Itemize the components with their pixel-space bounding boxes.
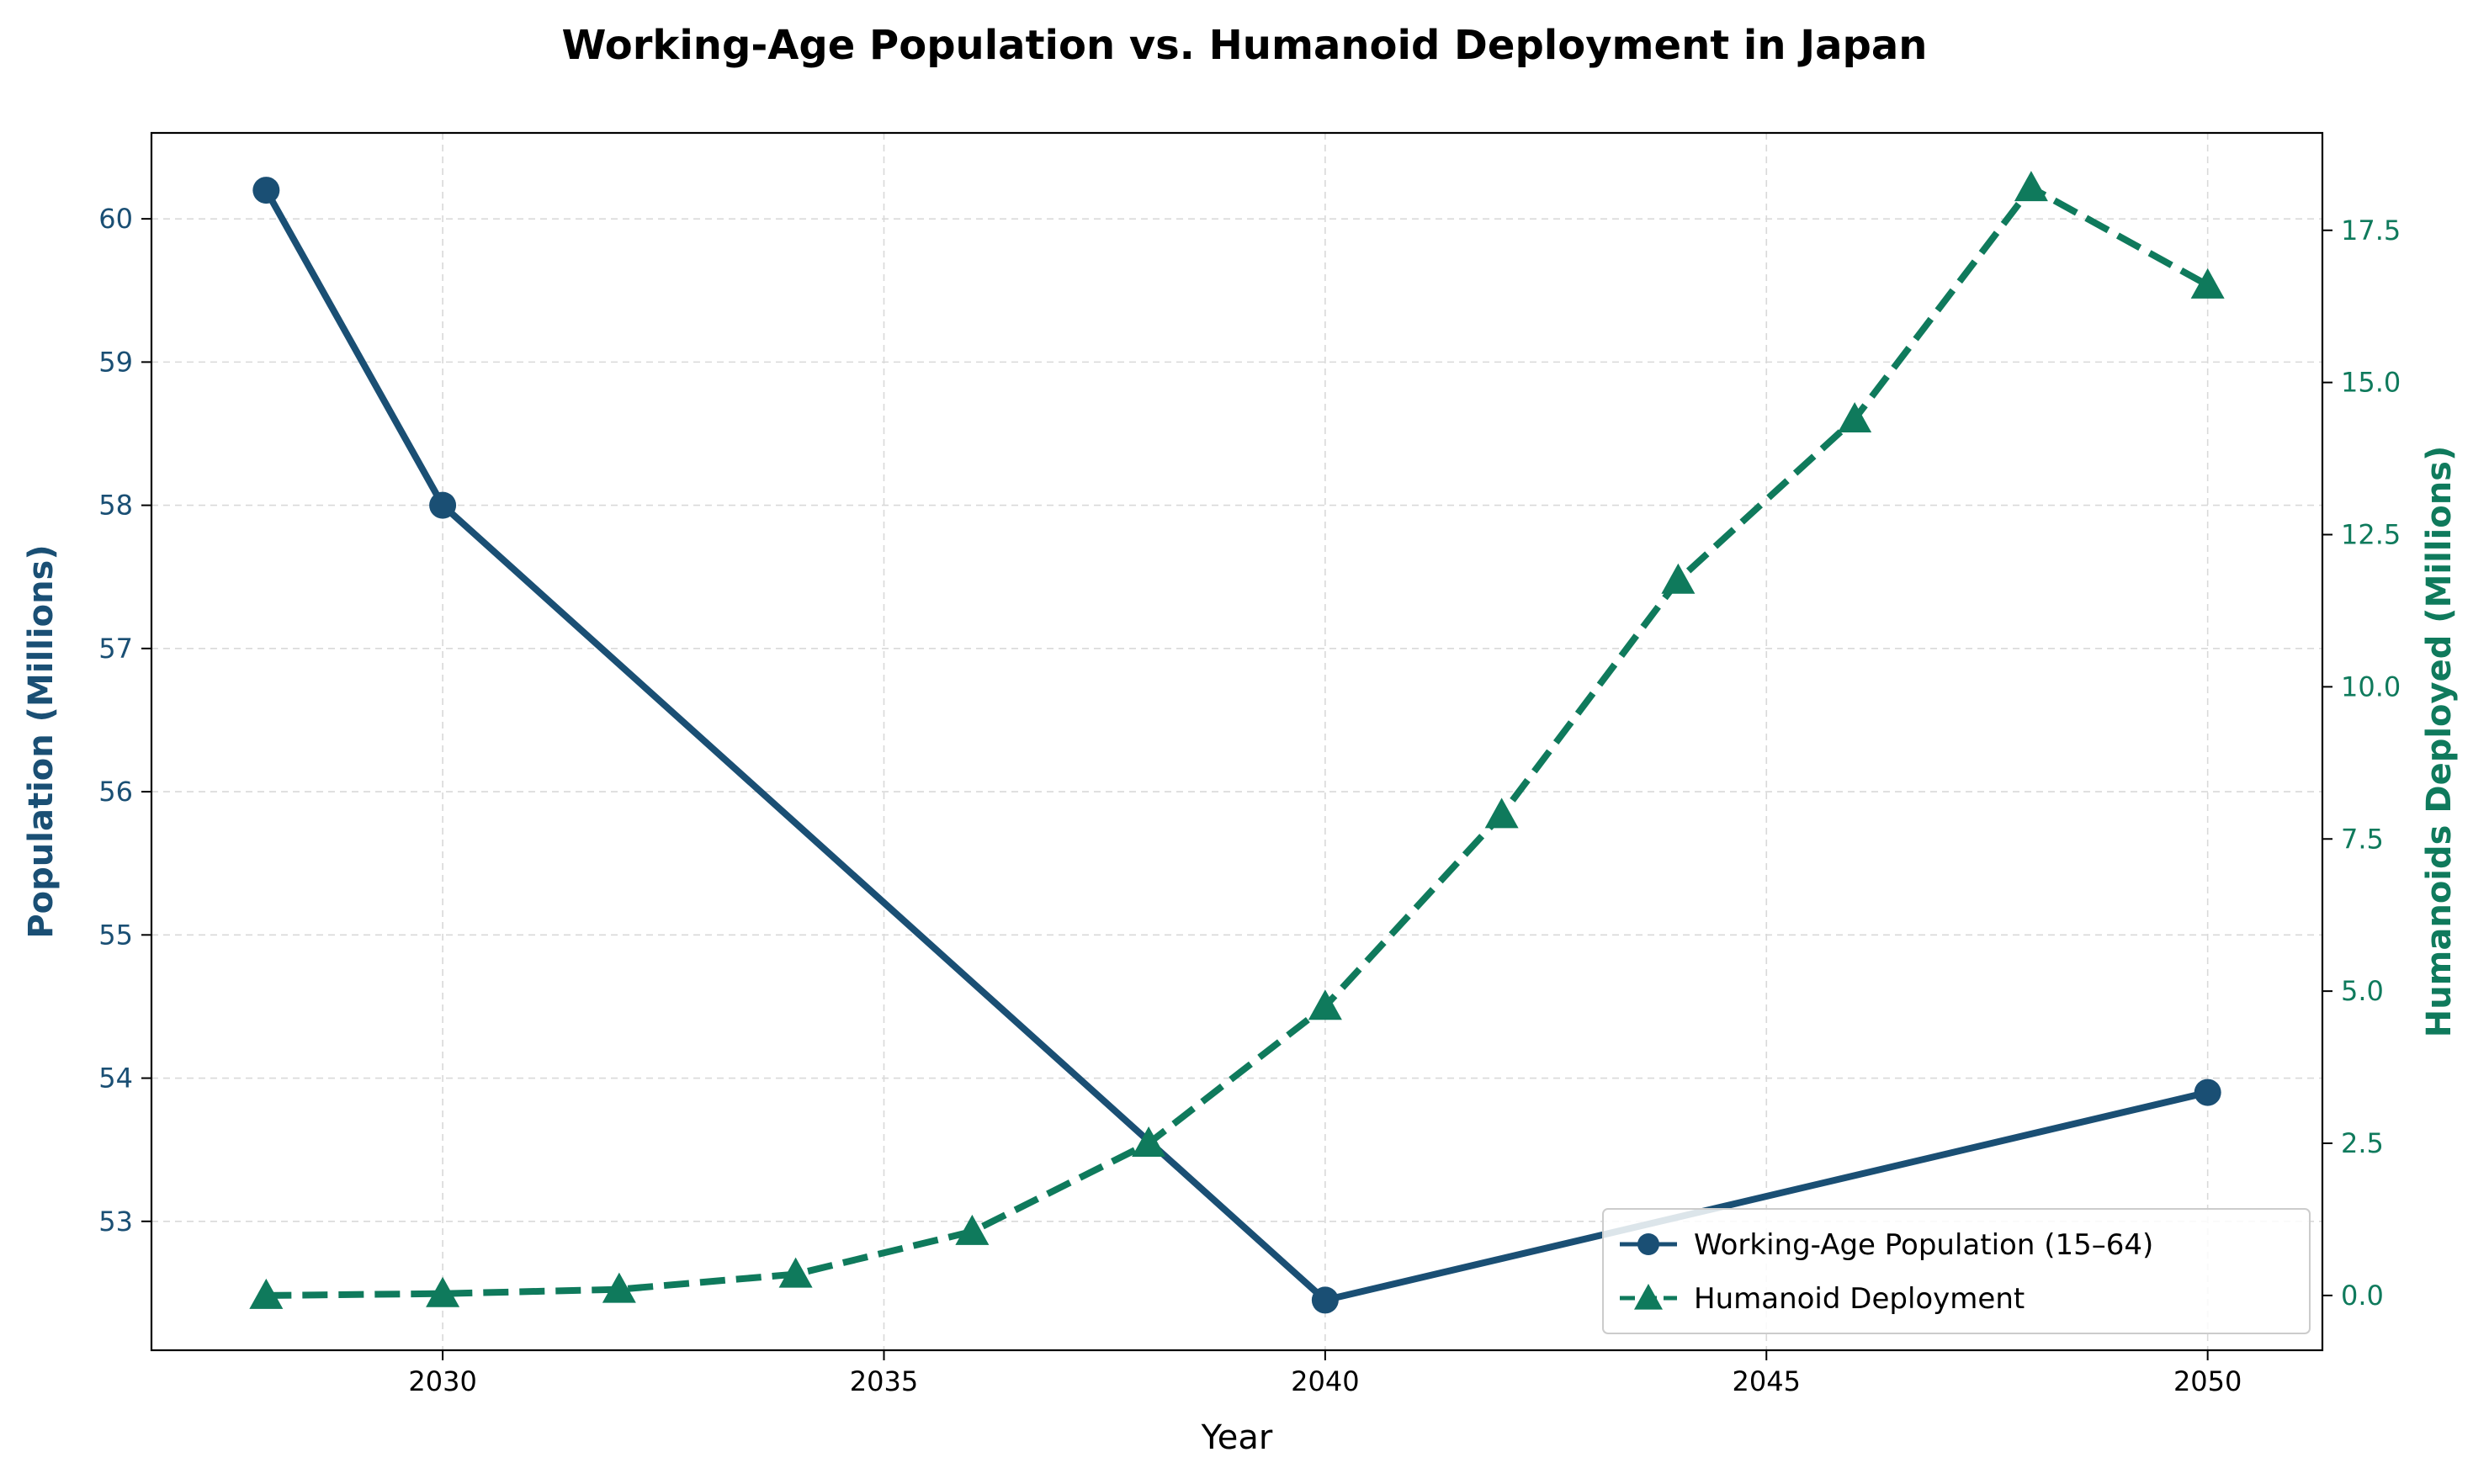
data-point-humanoid bbox=[249, 1278, 284, 1309]
x-axis-title: Year bbox=[1201, 1418, 1273, 1457]
data-point-humanoid bbox=[602, 1272, 636, 1303]
data-point-humanoid bbox=[1132, 1126, 1166, 1158]
data-point-population bbox=[2194, 1079, 2221, 1106]
series-line-humanoid bbox=[266, 184, 2210, 1299]
x-tick-label: 2030 bbox=[408, 1365, 476, 1397]
data-point-humanoid bbox=[1838, 402, 1872, 433]
chart-title: Working-Age Population vs. Humanoid Depl… bbox=[562, 22, 1928, 69]
data-point-humanoid bbox=[2190, 268, 2225, 299]
data-point-population bbox=[1311, 1286, 1339, 1314]
y-right-tick-label: 0.0 bbox=[2341, 1280, 2384, 1312]
legend-label-humanoid: Humanoid Deployment bbox=[1694, 1282, 2025, 1316]
axis-ticks: 2030 2035 2040 2045 2050 53 54 55 56 57 58 59 60 0.0 2… bbox=[98, 203, 2401, 1397]
legend: Working-Age Population (15–64) Humanoid … bbox=[1602, 1208, 2311, 1334]
data-point-humanoid bbox=[1308, 989, 1342, 1020]
y-axis-right-title: Humanoids Deployed (Millions) bbox=[2420, 446, 2459, 1038]
y-left-tick-label: 55 bbox=[98, 919, 133, 951]
y-left-tick-label: 54 bbox=[98, 1063, 133, 1094]
y-right-tick-label: 17.5 bbox=[2341, 215, 2401, 246]
plot-frame bbox=[150, 131, 2324, 1352]
y-right-tick-label: 7.5 bbox=[2341, 823, 2384, 855]
y-left-tick-label: 56 bbox=[98, 776, 133, 808]
y-left-tick-label: 58 bbox=[98, 490, 133, 522]
data-point-humanoid bbox=[1484, 798, 1519, 829]
data-point-population bbox=[252, 177, 280, 204]
data-point-population bbox=[429, 491, 457, 519]
data-point-humanoid bbox=[955, 1214, 990, 1245]
y-left-tick-label: 53 bbox=[98, 1206, 133, 1238]
x-tick-label: 2050 bbox=[2173, 1365, 2242, 1397]
data-point-humanoid bbox=[426, 1276, 460, 1307]
legend-marker-humanoid bbox=[1634, 1284, 1663, 1310]
y-left-tick-label: 60 bbox=[98, 203, 133, 235]
legend-box bbox=[1602, 1208, 2311, 1334]
y-left-tick-label: 59 bbox=[98, 346, 133, 378]
legend-marker-population bbox=[1637, 1233, 1659, 1255]
legend-label-population: Working-Age Population (15–64) bbox=[1694, 1228, 2153, 1262]
x-tick-label: 2045 bbox=[1733, 1365, 1801, 1397]
data-point-humanoid bbox=[2014, 171, 2048, 202]
x-tick-label: 2035 bbox=[850, 1365, 918, 1397]
y-right-tick-label: 12.5 bbox=[2341, 519, 2401, 551]
y-axis-left-title: Population (Millions) bbox=[22, 544, 61, 938]
y-left-tick-label: 57 bbox=[98, 633, 133, 665]
y-right-tick-label: 2.5 bbox=[2341, 1127, 2384, 1159]
data-point-humanoid bbox=[778, 1257, 813, 1288]
y-right-tick-label: 15.0 bbox=[2341, 367, 2401, 399]
series-line-population bbox=[263, 188, 2209, 1304]
x-tick-label: 2040 bbox=[1291, 1365, 1359, 1397]
y-right-tick-label: 10.0 bbox=[2341, 670, 2401, 702]
y-right-tick-label: 5.0 bbox=[2341, 975, 2384, 1007]
plot-series bbox=[249, 171, 2225, 1314]
data-point-humanoid bbox=[1661, 563, 1696, 594]
